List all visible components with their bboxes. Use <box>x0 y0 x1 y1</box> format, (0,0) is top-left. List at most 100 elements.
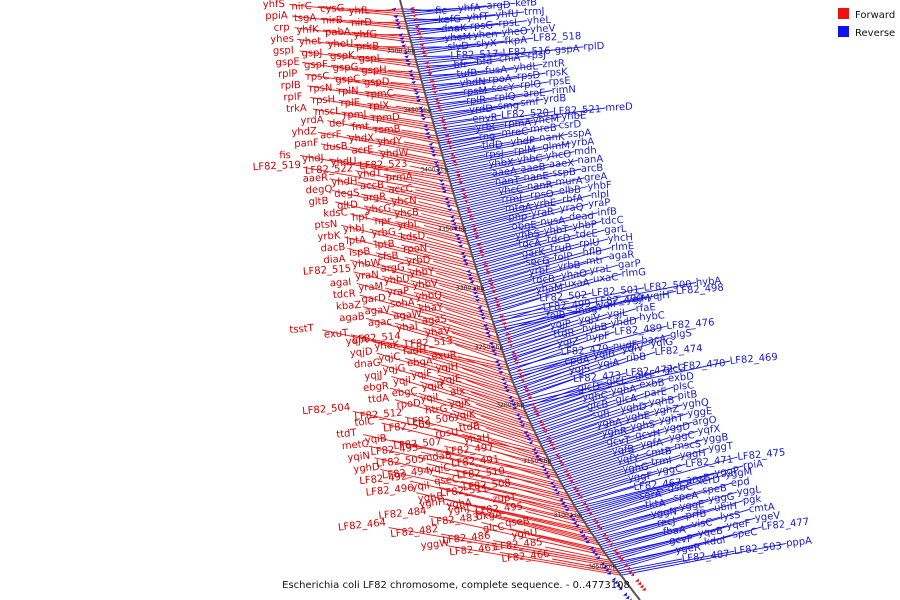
reverse-gene-label[interactable]: yggG <box>708 492 735 506</box>
reverse-gene-label[interactable]: nanK <box>539 132 565 144</box>
forward-gene-label[interactable]: dkgA <box>476 509 502 523</box>
reverse-gene-label[interactable]: folP <box>554 251 573 263</box>
reverse-gene-label[interactable]: dead <box>569 211 595 224</box>
forward-gene-label[interactable]: sfsB <box>377 251 399 263</box>
forward-gene-label[interactable]: yhaK <box>374 340 400 353</box>
reverse-gene-label[interactable]: hypF <box>585 331 610 344</box>
reverse-gene-label[interactable]: yggE <box>679 499 705 513</box>
forward-gene-label[interactable]: LF82_513 <box>404 336 453 351</box>
forward-gene-label[interactable]: ttdB <box>458 421 480 434</box>
reverse-gene-label[interactable]: yqhC <box>582 390 608 403</box>
reverse-gene-label[interactable]: slyD <box>447 41 469 53</box>
forward-gene-label[interactable]: ebgC <box>391 386 418 399</box>
reverse-gene-label[interactable]: uxaA <box>564 277 590 290</box>
reverse-gene-label[interactable]: yrbC <box>475 122 499 134</box>
reverse-gene-label[interactable]: yqjH <box>647 290 670 303</box>
forward-gene-label[interactable]: cysG <box>320 3 345 15</box>
reverse-gene-label[interactable]: yghZ <box>653 404 680 417</box>
forward-gene-label[interactable]: yhbW <box>352 258 381 271</box>
reverse-gene-label[interactable]: yhbF <box>587 180 612 192</box>
reverse-gene-label[interactable]: rpiA <box>743 459 764 472</box>
forward-gene-label[interactable]: LF82_491 <box>451 454 500 469</box>
forward-gene-label[interactable]: diaA <box>323 254 346 266</box>
reverse-gene-label[interactable]: yggH <box>679 448 706 461</box>
reverse-gene-label[interactable]: pgk <box>742 494 762 507</box>
forward-gene-label[interactable]: yhfG <box>353 29 377 41</box>
reverse-gene-label[interactable]: LF82_500 <box>643 279 692 294</box>
forward-gene-label[interactable]: rpmC <box>366 88 394 100</box>
forward-gene-label[interactable]: ebgR <box>363 381 390 394</box>
reverse-gene-label[interactable]: fkpA <box>504 35 527 47</box>
forward-gene-label[interactable]: gltD <box>337 200 359 212</box>
reverse-gene-label[interactable]: csrD <box>558 119 581 131</box>
reverse-gene-label[interactable]: yghR <box>601 426 628 439</box>
forward-gene-label[interactable]: rplB <box>281 80 302 92</box>
reverse-gene-label[interactable]: yggN <box>650 506 677 520</box>
forward-gene-label[interactable]: yhdW <box>380 148 409 160</box>
reverse-gene-label[interactable]: yggD <box>663 421 691 434</box>
reverse-gene-label[interactable]: nanT <box>495 175 521 188</box>
forward-gene-label[interactable]: yqjG <box>382 363 406 376</box>
reverse-gene-label[interactable]: rng <box>478 131 495 143</box>
reverse-gene-label[interactable]: ygjL <box>607 308 629 321</box>
forward-gene-label[interactable]: yqiB <box>364 433 387 446</box>
reverse-gene-label[interactable]: tufB <box>456 68 477 80</box>
reverse-gene-label[interactable]: yggC <box>669 430 696 443</box>
forward-gene-label[interactable]: acrF <box>320 130 342 142</box>
forward-gene-label[interactable]: qseC <box>434 474 460 487</box>
reverse-gene-label[interactable]: tdcA <box>518 238 541 251</box>
reverse-gene-label[interactable]: tdcD <box>547 233 571 246</box>
forward-gene-label[interactable]: LF82_506 <box>406 413 455 428</box>
reverse-gene-label[interactable]: sspA <box>567 128 591 140</box>
forward-gene-label[interactable]: LF82_483 <box>430 512 479 528</box>
reverse-gene-label[interactable]: yhdP <box>510 136 535 148</box>
reverse-gene-label[interactable]: LF82_501 <box>591 285 640 300</box>
forward-gene-label[interactable]: mscL <box>314 106 341 118</box>
reverse-gene-label[interactable]: yhfT <box>467 11 490 23</box>
reverse-gene-label[interactable]: tktA <box>645 498 667 511</box>
forward-gene-label[interactable]: metC <box>341 439 369 452</box>
forward-gene-label[interactable]: agaI <box>329 277 351 289</box>
forward-gene-label[interactable]: LF82_505 <box>376 454 425 470</box>
reverse-gene-label[interactable]: gcvH <box>635 428 661 441</box>
reverse-gene-label[interactable]: tdcE <box>575 228 598 240</box>
forward-gene-label[interactable]: yhcG <box>365 203 391 215</box>
reverse-gene-label[interactable]: rpsD <box>517 70 541 82</box>
reverse-gene-label[interactable]: LF82_473 <box>573 370 622 385</box>
reverse-gene-label[interactable]: yhbT <box>543 224 569 237</box>
reverse-gene-label[interactable]: yqjV <box>578 313 601 326</box>
forward-gene-label[interactable]: LF82_510 <box>456 466 505 482</box>
reverse-gene-label[interactable]: exbB <box>639 378 665 391</box>
reverse-gene-label[interactable]: glcF <box>634 369 656 382</box>
forward-gene-label[interactable]: yghD <box>353 462 381 476</box>
reverse-gene-label[interactable]: nanA <box>577 154 603 166</box>
reverse-gene-label[interactable]: LF82_471 <box>685 454 734 470</box>
reverse-gene-label[interactable]: yhcM <box>532 114 559 126</box>
forward-gene-label[interactable]: kbaY <box>418 302 444 315</box>
reverse-gene-label[interactable]: arcB <box>581 163 604 175</box>
reverse-gene-label[interactable]: aaeX <box>549 158 575 170</box>
reverse-gene-label[interactable]: rpsG <box>470 20 494 32</box>
reverse-gene-label[interactable]: yhcC <box>498 184 523 196</box>
forward-gene-label[interactable]: yghU <box>511 527 538 541</box>
forward-gene-label[interactable]: sohA <box>390 297 415 310</box>
reverse-gene-label[interactable]: yghT <box>658 413 685 426</box>
reverse-gene-label[interactable]: yrbE <box>533 198 556 210</box>
reverse-gene-label[interactable]: trmJ <box>524 6 545 18</box>
reverse-gene-label[interactable]: infB <box>597 206 617 218</box>
forward-gene-label[interactable]: LF82_514 <box>352 331 401 346</box>
forward-gene-label[interactable]: pabA <box>325 27 351 39</box>
forward-gene-label[interactable]: LF82_495 <box>475 501 524 517</box>
reverse-gene-label[interactable]: argO <box>692 415 717 428</box>
reverse-gene-label[interactable]: glcG <box>663 363 686 376</box>
reverse-gene-label[interactable]: envR <box>472 113 498 125</box>
reverse-gene-label[interactable]: garL <box>604 224 627 237</box>
reverse-gene-label[interactable]: zntR <box>542 58 565 70</box>
forward-gene-label[interactable]: yrbD <box>406 255 431 268</box>
reverse-gene-label[interactable]: LF82_479 <box>560 343 609 358</box>
reverse-gene-label[interactable]: yraR <box>531 207 555 219</box>
reverse-gene-label[interactable]: mtr <box>586 255 605 267</box>
reverse-gene-label[interactable]: yhdL <box>514 61 539 73</box>
forward-gene-label[interactable]: nirB <box>322 15 343 27</box>
forward-gene-label[interactable]: yghB <box>417 491 444 505</box>
